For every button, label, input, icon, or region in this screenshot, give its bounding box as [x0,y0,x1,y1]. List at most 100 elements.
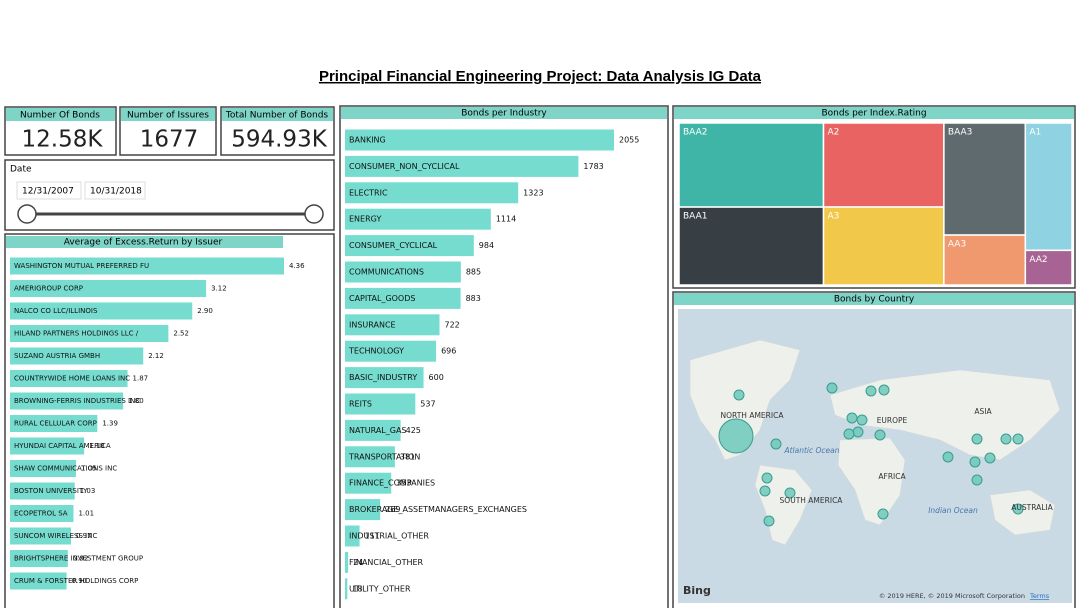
bar-label: BOSTON UNIVERSITY [14,487,88,495]
treemap-cell [1024,249,1073,286]
bubble[interactable] [878,384,890,396]
bar [10,527,71,545]
bar [345,340,437,362]
value-label: 0.90 [72,577,88,585]
bar [10,550,68,567]
treemap-cell [1024,122,1073,252]
bubble[interactable] [969,456,981,468]
map-label: ASIA [974,407,992,416]
bubble[interactable] [1012,433,1024,445]
slider-handle[interactable] [304,204,324,224]
bar [345,314,440,336]
bubble[interactable] [784,487,796,499]
bar [345,472,392,494]
bar-label: FINANCE_COMPANIES [349,479,435,488]
bubble[interactable] [759,485,771,497]
bar [10,415,98,432]
date-end[interactable]: 10/31/2018 [90,187,142,197]
value-label: 722 [445,320,460,329]
card-label: Number of Issures [127,111,209,121]
bar [345,261,461,283]
value-label: 24 [353,558,363,567]
bubble[interactable] [865,385,877,397]
chart-title: Bonds per Index.Rating [821,109,926,119]
chart-title: Bonds by Country [834,295,915,305]
bar-label: BASIC_INDUSTRY [349,373,417,382]
bar-label: WASHINGTON MUTUAL PREFERRED FU [14,262,149,270]
chart-title: Bonds per Industry [461,109,547,119]
card-header [6,108,115,121]
bubble[interactable] [971,474,983,486]
bubble[interactable] [763,515,775,527]
value-label: 1.05 [81,465,97,473]
bar [345,499,381,521]
value-label: 2.52 [173,330,189,338]
bar [345,367,424,389]
bubble[interactable] [843,428,855,440]
value-label: 883 [466,294,481,303]
card-header [121,108,215,121]
value-label: 0.92 [73,555,89,563]
bubble[interactable] [1012,503,1024,515]
panel-header [674,107,1074,119]
bar-label: BROKERAGE_ASSETMANAGERS_EXCHANGES [349,505,527,514]
bubble[interactable] [733,389,745,401]
value-label: 1.03 [80,487,96,495]
bubble[interactable] [761,472,773,484]
bubble[interactable] [826,382,838,394]
bar-label: COUNTRYWIDE HOME LOANS INC [14,375,130,383]
page-title: Principal Financial Engineering Project:… [319,68,762,85]
bar [10,505,74,522]
bubble[interactable] [770,438,782,450]
bar-label: BRIGHTSPHERE INVESTMENT GROUP [14,555,143,563]
card-value: 594.93K [231,127,327,153]
treemap-label: A2 [828,128,840,138]
date-input[interactable] [84,181,146,200]
value-label: 1.18 [89,442,105,450]
bubble[interactable] [856,414,868,426]
value-label: 381 [400,452,415,461]
bar [10,347,144,365]
date-start[interactable]: 12/31/2007 [22,187,74,197]
map-terms[interactable]: Terms [1029,592,1050,600]
bubble[interactable] [971,433,983,445]
bar-label: FINANCIAL_OTHER [349,558,424,567]
bar [10,572,67,590]
bubble[interactable] [984,452,996,464]
treemap-label: BAA1 [683,212,707,222]
bubble[interactable] [852,426,864,438]
map-attribution: © 2019 HERE, © 2019 Microsoft Corporatio… [879,592,1025,600]
value-label: 269 [385,505,400,514]
map-logo: Bing [683,584,711,597]
card-value: 12.58K [22,127,104,153]
value-label: 0.97 [76,532,92,540]
bar [345,578,348,600]
treemap-label: BAA3 [948,128,972,138]
bubble[interactable] [1000,433,1012,445]
bubble[interactable] [718,418,754,454]
value-label: 1323 [523,188,543,197]
bar-label: HILAND PARTNERS HOLDINGS LLC / [14,330,139,338]
bubble[interactable] [942,451,954,463]
bar-label: BROWNING-FERRIS INDUSTRIES INC [14,397,140,405]
value-label: 4.36 [289,262,305,270]
bar-label: ECOPETROL SA [14,510,68,518]
bar-label: AMERIGROUP CORP [14,285,83,293]
date-slicer [4,159,335,231]
bubble[interactable] [846,412,858,424]
slider-handle[interactable] [17,204,37,224]
bar [10,482,75,500]
value-label: 885 [466,268,481,277]
bar-label: NATURAL_GAS [349,426,407,435]
bar [10,302,193,320]
bar [10,280,207,297]
bar-label: CONSUMER_NON_CYCLICAL [349,162,460,171]
map[interactable]: Bing © 2019 HERE, © 2019 Microsoft Corpo… [678,309,1072,603]
date-input[interactable] [16,181,82,200]
bubble[interactable] [877,508,889,520]
map-label: Atlantic Ocean [783,446,839,455]
bar-label: CONSUMER_CYCLICAL [349,241,438,250]
bubble[interactable] [874,429,886,441]
bar-label: TRANSPORTATION [348,452,420,461]
